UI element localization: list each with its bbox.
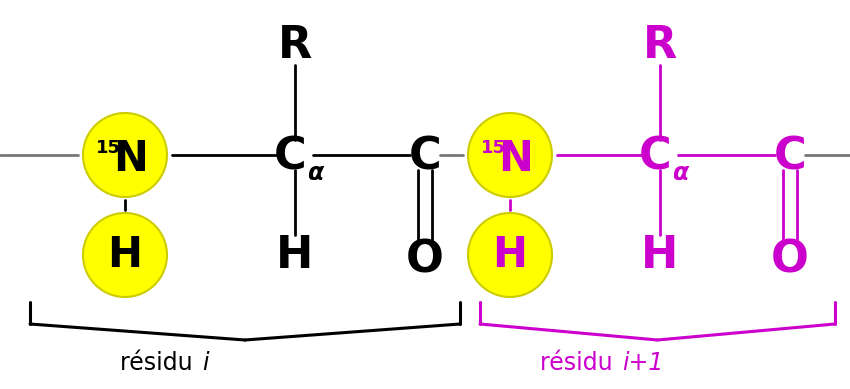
Circle shape	[468, 113, 552, 197]
Text: R: R	[278, 23, 312, 67]
Circle shape	[83, 213, 167, 297]
Text: 15: 15	[481, 139, 506, 157]
Text: H: H	[641, 233, 678, 277]
Text: résidu: résidu	[540, 351, 620, 375]
Text: H: H	[107, 234, 143, 276]
Text: résidu: résidu	[120, 351, 200, 375]
Text: O: O	[771, 238, 809, 282]
Text: α: α	[672, 161, 688, 185]
Circle shape	[83, 113, 167, 197]
Text: α: α	[307, 161, 323, 185]
Text: C: C	[274, 135, 306, 179]
Text: 15: 15	[96, 139, 121, 157]
Text: O: O	[406, 238, 444, 282]
Text: N: N	[114, 138, 149, 180]
Text: C: C	[638, 135, 672, 179]
Text: N: N	[499, 138, 534, 180]
Text: C: C	[409, 135, 441, 179]
Text: i+1: i+1	[622, 351, 663, 375]
Text: i: i	[202, 351, 208, 375]
Text: H: H	[276, 233, 314, 277]
Text: R: R	[643, 23, 677, 67]
Text: C: C	[774, 135, 807, 179]
Text: H: H	[492, 234, 528, 276]
Circle shape	[468, 213, 552, 297]
